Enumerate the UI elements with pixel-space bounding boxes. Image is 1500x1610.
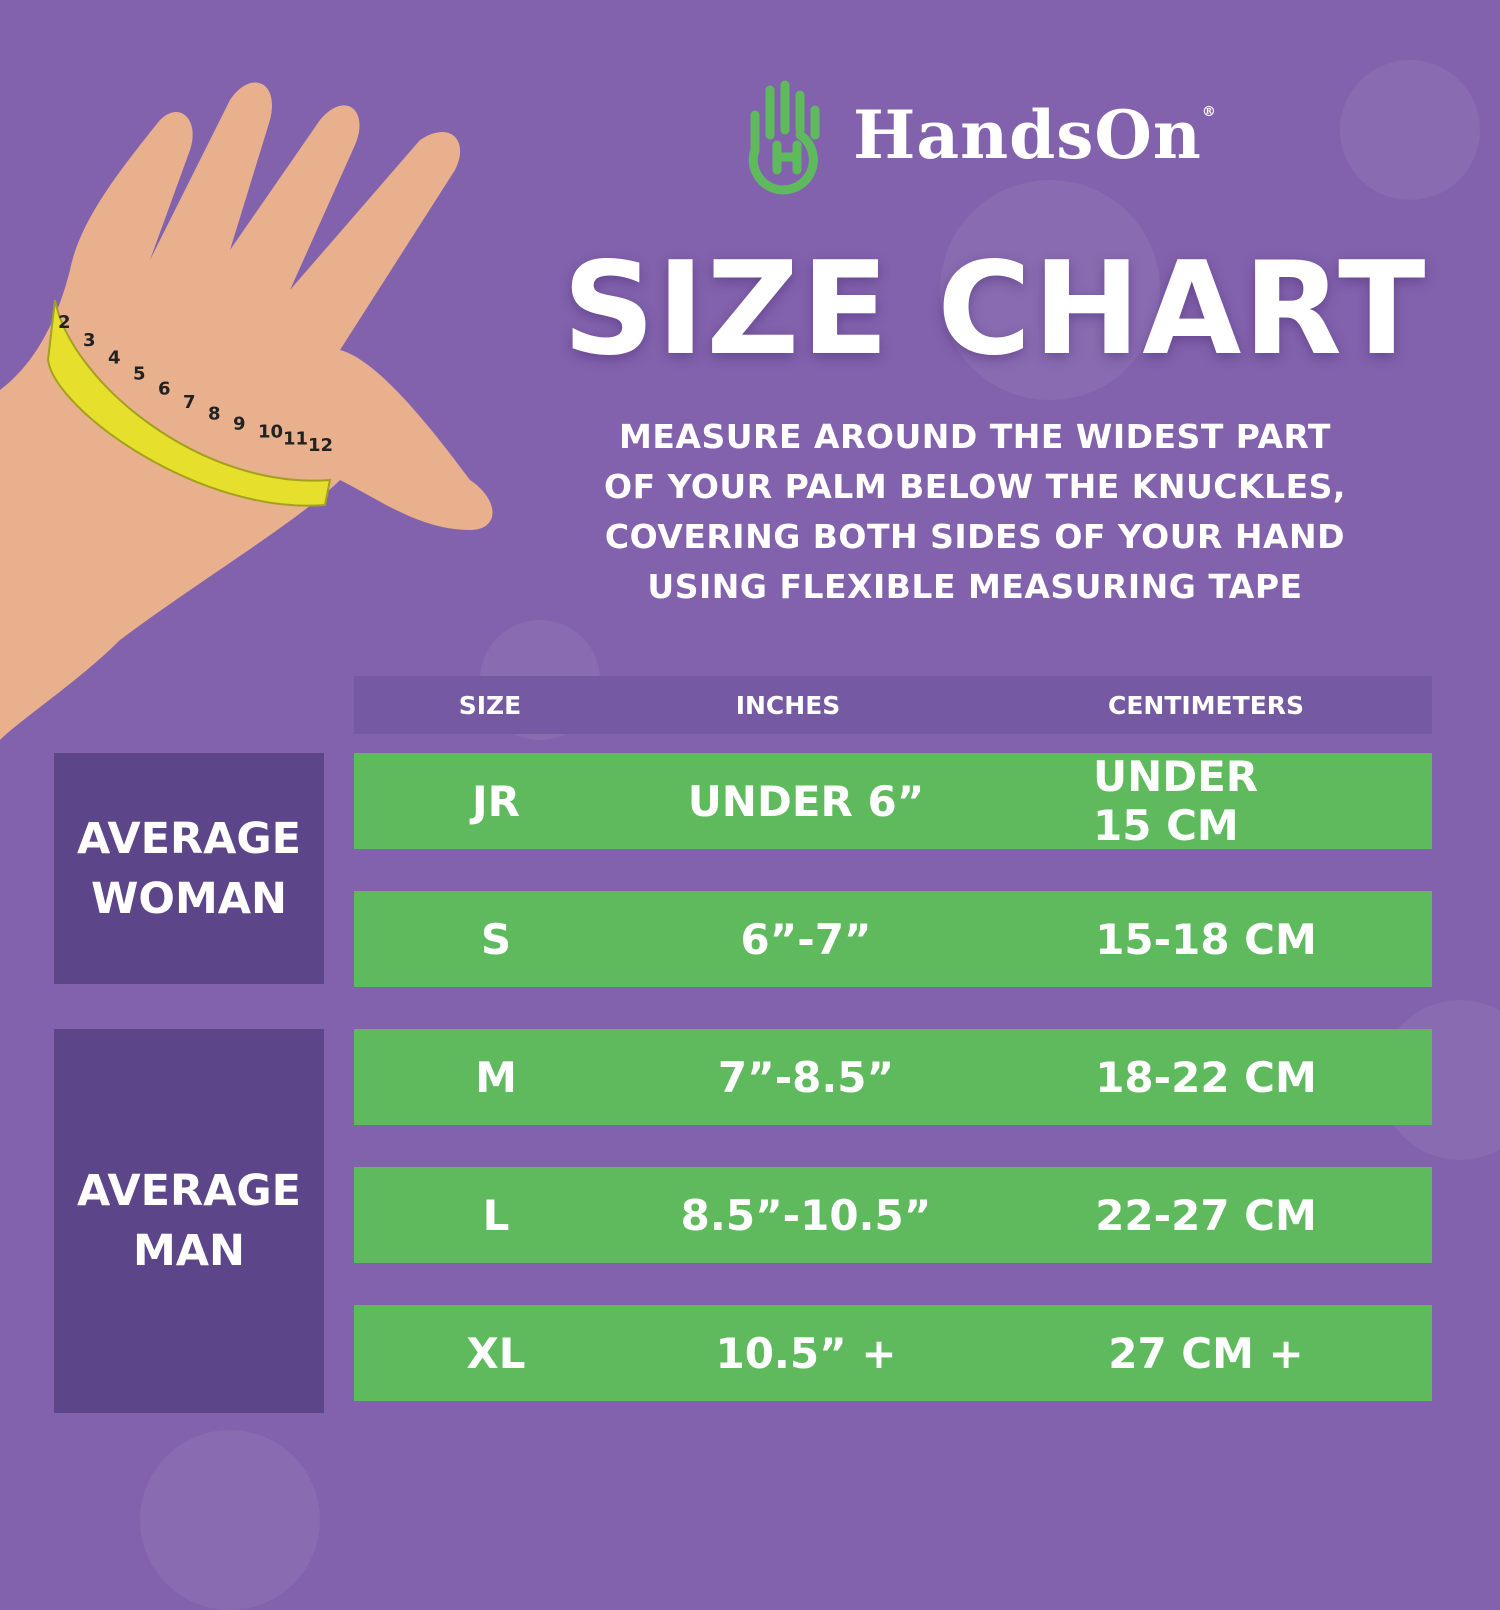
bg-bubble bbox=[1340, 60, 1480, 200]
page-title: SIZE CHART bbox=[562, 235, 1428, 384]
header-centimeters: CENTIMETERS bbox=[1107, 690, 1305, 720]
table-header: SIZE INCHES CENTIMETERS bbox=[354, 676, 1432, 734]
instruction-line: OF YOUR PALM BELOW THE KNUCKLES, bbox=[604, 467, 1346, 506]
tape-number: 10 bbox=[258, 422, 283, 443]
cell-inches: 7”-8.5” bbox=[717, 1052, 895, 1102]
group-label: WOMAN bbox=[90, 873, 288, 924]
hand-logo-icon bbox=[748, 80, 820, 195]
tape-number: 11 bbox=[283, 429, 308, 450]
cell-cm: UNDER 15 CM bbox=[1093, 752, 1259, 850]
table-row: M 7”-8.5” 18-22 CM bbox=[354, 1029, 1432, 1125]
table-row: XL 10.5” + 27 CM + bbox=[354, 1305, 1432, 1401]
table-row: JR UNDER 6” UNDER 15 CM bbox=[354, 752, 1432, 850]
group-label: MAN bbox=[132, 1226, 246, 1276]
tape-number: 6 bbox=[158, 379, 171, 400]
table-row: S 6”-7” 15-18 CM bbox=[354, 891, 1432, 987]
tape-number: 3 bbox=[83, 330, 96, 351]
tape-number: 4 bbox=[108, 347, 121, 368]
cell-cm: 15-18 CM bbox=[1095, 914, 1317, 964]
tape-number: 12 bbox=[308, 435, 333, 456]
cell-inches: 8.5”-10.5” bbox=[680, 1190, 932, 1240]
registered-mark: ® bbox=[1201, 104, 1217, 120]
brand-name: HandsOn® bbox=[853, 96, 1217, 174]
bg-bubble bbox=[940, 180, 1160, 400]
brand-logo: HandsOn® bbox=[745, 75, 1217, 195]
cell-cm: 27 CM + bbox=[1108, 1328, 1304, 1378]
brand-text: HandsOn bbox=[853, 96, 1202, 174]
measuring-tape bbox=[46, 299, 332, 507]
group-average-man: AVERAGE MAN bbox=[54, 1029, 324, 1413]
cell-size: M bbox=[475, 1052, 517, 1102]
tape-number: 2 bbox=[58, 312, 71, 333]
instruction-line: COVERING BOTH SIDES OF YOUR HAND bbox=[604, 517, 1346, 556]
instruction-line: MEASURE AROUND THE WIDEST PART bbox=[619, 417, 1331, 456]
tape-number: 5 bbox=[133, 364, 146, 385]
bg-bubble bbox=[140, 1430, 320, 1610]
hand-shape bbox=[0, 82, 493, 741]
tape-number: 7 bbox=[183, 392, 196, 413]
group-label: AVERAGE bbox=[76, 1166, 302, 1216]
group-label: AVERAGE bbox=[76, 813, 302, 864]
table-row: L 8.5”-10.5” 22-27 CM bbox=[354, 1167, 1432, 1263]
measuring-instructions: MEASURE AROUND THE WIDEST PART OF YOUR P… bbox=[560, 412, 1390, 612]
cell-size: JR bbox=[472, 776, 520, 826]
cell-size: XL bbox=[466, 1328, 526, 1378]
tape-number: 8 bbox=[208, 403, 221, 424]
cell-size: S bbox=[480, 914, 512, 964]
cell-cm: 22-27 CM bbox=[1095, 1190, 1317, 1240]
group-average-woman: AVERAGE WOMAN bbox=[54, 753, 324, 984]
cell-inches: 10.5” + bbox=[715, 1328, 897, 1378]
header-inches: INCHES bbox=[735, 690, 841, 720]
instruction-line: USING FLEXIBLE MEASURING TAPE bbox=[647, 567, 1303, 606]
header-size: SIZE bbox=[458, 690, 522, 720]
cell-inches: UNDER 6” bbox=[687, 776, 925, 826]
cell-size: L bbox=[482, 1190, 510, 1240]
cell-cm: 18-22 CM bbox=[1095, 1052, 1317, 1102]
tape-number: 9 bbox=[233, 413, 246, 434]
cell-inches: 6”-7” bbox=[740, 914, 872, 964]
